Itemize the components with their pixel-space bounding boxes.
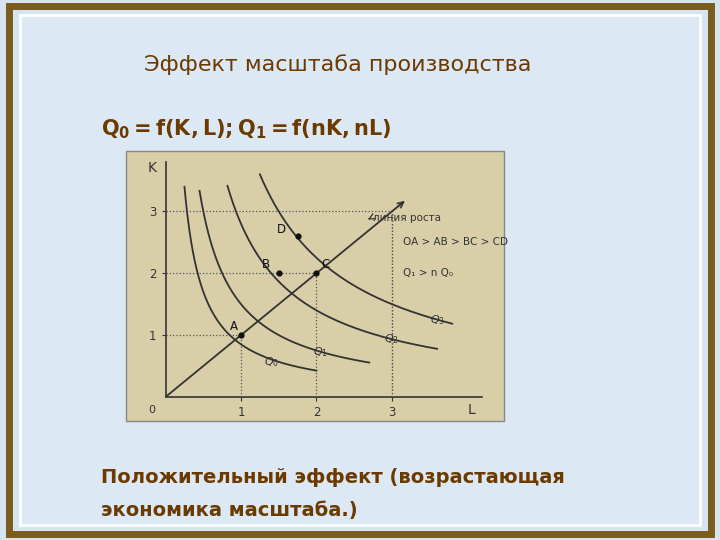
Text: 0: 0 — [148, 406, 156, 415]
Text: OA > AB > BC > CD: OA > AB > BC > CD — [403, 238, 508, 247]
Bar — [126, 151, 504, 421]
Text: L: L — [467, 403, 475, 417]
Text: Q₁ > n Q₀: Q₁ > n Q₀ — [403, 268, 454, 278]
Text: C: C — [321, 258, 329, 271]
Text: $\mathbf{Q_0}$$\mathbf{=f(K,L); }$$\mathbf{Q_1}$$\mathbf{=f(nK,nL)}$: $\mathbf{Q_0}$$\mathbf{=f(K,L); }$$\math… — [101, 118, 391, 141]
Text: B: B — [262, 258, 270, 271]
Text: $Q_2$: $Q_2$ — [384, 333, 400, 346]
Text: K: K — [148, 161, 156, 175]
Text: D: D — [276, 223, 286, 236]
Text: линия роста: линия роста — [373, 213, 441, 222]
Text: Положительный эффект (возрастающая: Положительный эффект (возрастающая — [101, 468, 564, 488]
Text: $Q_0$: $Q_0$ — [264, 355, 279, 369]
Text: Эффект масштаба производства: Эффект масштаба производства — [144, 55, 531, 75]
Text: экономика масштаба.): экономика масштаба.) — [101, 501, 357, 520]
Text: $Q_1$: $Q_1$ — [312, 346, 328, 359]
Text: A: A — [230, 320, 238, 333]
Text: $Q_3$: $Q_3$ — [430, 313, 445, 327]
